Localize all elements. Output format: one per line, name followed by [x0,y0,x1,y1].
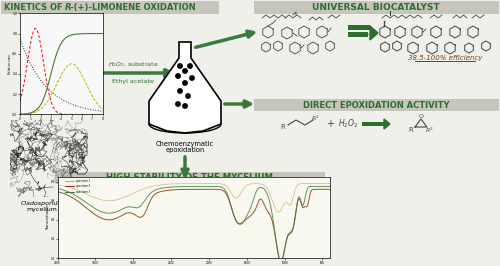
Polygon shape [384,119,390,129]
Circle shape [176,74,180,78]
Bar [1,1,219,14]
Polygon shape [370,26,378,40]
Y-axis label: Relative conc.: Relative conc. [8,53,12,74]
Bar [55,172,325,184]
Text: Cladosporium: Cladosporium [20,202,64,206]
Text: $H_2O_2$: $H_2O_2$ [338,118,358,130]
Text: $H_2O_2$, substrate: $H_2O_2$, substrate [108,60,158,69]
Text: R: R [280,124,285,130]
Circle shape [186,94,190,98]
Text: spectrum 1: spectrum 1 [76,179,90,183]
Text: DIRECT EPOXIDATION ACTIVITY: DIRECT EPOXIDATION ACTIVITY [303,101,449,110]
Text: mycelium: mycelium [26,207,58,213]
Bar [348,32,368,37]
Circle shape [190,76,194,80]
Text: -(+)-LIMONENE OXIDATION: -(+)-LIMONENE OXIDATION [70,3,196,12]
Text: Chemoenzymatic: Chemoenzymatic [156,141,214,147]
Y-axis label: Transmittance: Transmittance [46,205,50,230]
Bar [254,99,499,111]
Text: UNIVERSAL BIOCATALYST: UNIVERSAL BIOCATALYST [312,3,440,12]
Polygon shape [149,42,221,133]
Bar [254,1,499,14]
Text: +: + [326,119,334,129]
Text: epoxidation: epoxidation [166,147,204,153]
Text: spectrum 2: spectrum 2 [76,184,90,188]
Bar [362,122,384,126]
Text: spectrum 3: spectrum 3 [76,190,90,194]
Circle shape [176,102,180,106]
Circle shape [183,104,187,108]
Text: R: R [408,127,414,133]
Text: HIGH STABILITY OF THE MYCELIUM: HIGH STABILITY OF THE MYCELIUM [106,173,274,182]
Text: R: R [65,3,71,12]
Circle shape [178,64,182,68]
Circle shape [188,64,192,68]
X-axis label: Wave number (cm$^{-1}$): Wave number (cm$^{-1}$) [174,265,214,266]
Text: 38.5-100% efficiency: 38.5-100% efficiency [408,55,482,61]
Bar [348,25,370,30]
Circle shape [183,69,187,73]
Circle shape [183,81,187,85]
Text: Ethyl acetate: Ethyl acetate [112,79,154,84]
Text: O: O [418,114,424,118]
Circle shape [178,89,182,93]
Text: $R^2$: $R^2$ [426,125,434,135]
Text: $R^2$: $R^2$ [312,113,320,123]
Text: KINETICS OF: KINETICS OF [4,3,66,12]
